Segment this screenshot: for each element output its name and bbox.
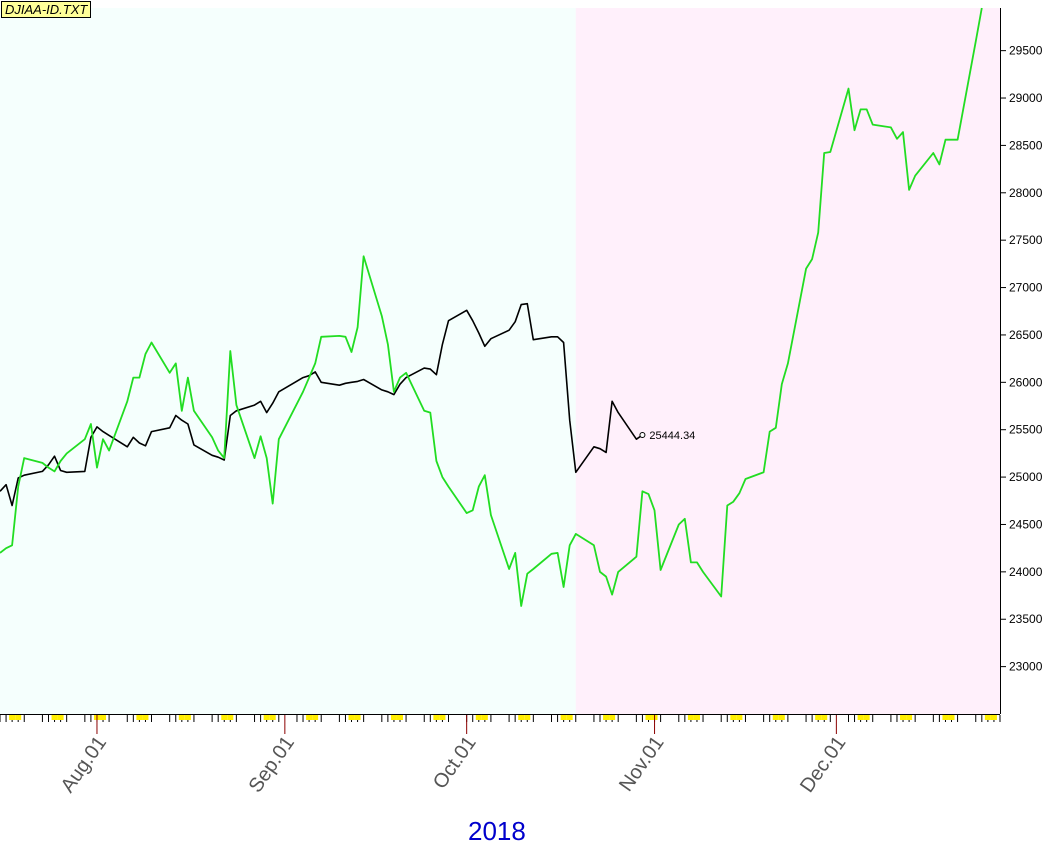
y-tick-label: 24500 <box>1009 517 1043 531</box>
x-day-marker <box>778 715 785 720</box>
x-day-marker <box>348 715 355 720</box>
x-day-marker <box>560 715 567 720</box>
x-day-marker <box>645 715 652 720</box>
x-day-marker <box>9 715 16 720</box>
x-day-marker <box>857 715 864 720</box>
x-day-marker <box>948 715 955 720</box>
x-day-marker <box>312 715 319 720</box>
x-day-marker <box>263 715 270 720</box>
x-tick-label: Nov.01 <box>615 732 669 795</box>
y-tick-label: 25000 <box>1009 470 1043 484</box>
y-tick-label: 27500 <box>1009 233 1043 247</box>
x-day-marker <box>990 715 997 720</box>
y-tick-label: 23000 <box>1009 660 1043 674</box>
x-day-marker <box>221 715 228 720</box>
x-day-marker <box>51 715 58 720</box>
y-tick-label: 27000 <box>1009 281 1043 295</box>
x-day-marker <box>184 715 191 720</box>
year-label: 2018 <box>468 816 526 846</box>
x-day-marker <box>481 715 488 720</box>
x-day-marker <box>15 715 22 720</box>
x-day-marker <box>142 715 149 720</box>
last-value-label: 25444.34 <box>649 430 695 442</box>
y-tick-label: 26000 <box>1009 375 1043 389</box>
x-day-marker <box>815 715 822 720</box>
x-tick-label: Sep.01 <box>245 732 299 797</box>
x-day-marker <box>566 715 573 720</box>
y-tick-label: 28500 <box>1009 138 1043 152</box>
x-day-marker <box>730 715 737 720</box>
value-labels: 25444.34 <box>639 430 695 442</box>
x-day-marker <box>439 715 446 720</box>
x-day-marker <box>57 715 64 720</box>
x-tick-label: Dec.01 <box>796 732 850 797</box>
y-tick-label: 29000 <box>1009 91 1043 105</box>
x-day-marker <box>603 715 610 720</box>
x-day-marker <box>100 715 107 720</box>
x-day-marker <box>269 715 276 720</box>
x-day-marker <box>687 715 694 720</box>
file-label: DJIAA-ID.TXT <box>1 1 92 18</box>
y-tick-label: 26500 <box>1009 328 1043 342</box>
x-day-marker <box>178 715 185 720</box>
x-day-marker <box>354 715 361 720</box>
series-line-projection <box>0 7 983 607</box>
x-day-marker <box>524 715 531 720</box>
y-tick-label: 28000 <box>1009 186 1043 200</box>
x-day-marker <box>693 715 700 720</box>
x-day-marker <box>942 715 949 720</box>
x-day-marker <box>518 715 525 720</box>
y-tick-label: 25500 <box>1009 423 1043 437</box>
x-day-marker <box>863 715 870 720</box>
x-day-marker <box>227 715 234 720</box>
series-lines <box>0 7 983 607</box>
x-tick-label: Aug.01 <box>57 732 111 797</box>
x-tick-label: Oct.01 <box>429 732 481 793</box>
y-tick-label: 23500 <box>1009 612 1043 626</box>
y-tick-label: 24000 <box>1009 565 1043 579</box>
x-day-marker <box>397 715 403 720</box>
shading-region-0 <box>0 8 576 714</box>
x-day-marker <box>390 715 397 720</box>
x-day-marker <box>306 715 313 720</box>
x-day-marker <box>609 715 616 720</box>
x-day-marker <box>736 715 743 720</box>
x-day-marker <box>906 715 913 720</box>
x-day-marker <box>433 715 440 720</box>
series-line-price <box>0 302 643 507</box>
x-day-marker <box>821 715 828 720</box>
x-day-marker <box>136 715 143 720</box>
x-day-marker <box>772 715 779 720</box>
x-day-marker <box>900 715 907 720</box>
x-day-marker <box>475 715 482 720</box>
background-shading <box>0 8 1000 714</box>
y-tick-label: 29500 <box>1009 44 1043 58</box>
last-value-marker <box>639 431 646 438</box>
x-day-marker <box>984 715 991 720</box>
